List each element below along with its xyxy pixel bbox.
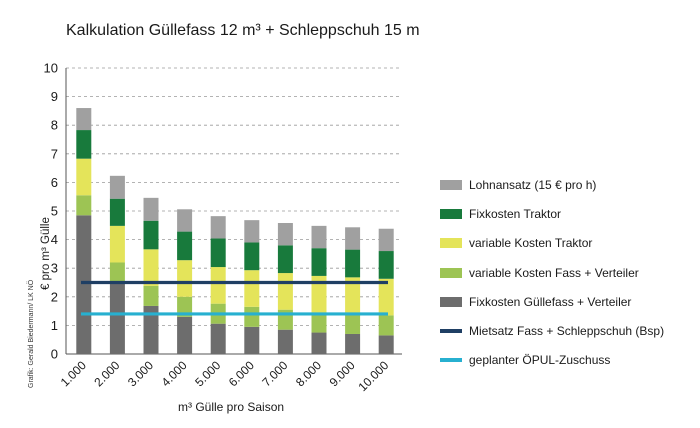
legend-item: Mietsatz Fass + Schleppschuh (Bsp)	[440, 316, 664, 345]
bar-segment	[177, 296, 193, 317]
legend-swatch	[440, 358, 462, 363]
legend-item: variable Kosten Fass + Verteiler	[440, 258, 664, 287]
bar-segment	[345, 333, 361, 354]
bar-segment	[311, 248, 327, 276]
x-tick-label: 4.000	[159, 358, 190, 389]
legend-item: variable Kosten Traktor	[440, 229, 664, 258]
bar-segment	[109, 225, 125, 263]
bar-segment	[76, 158, 92, 196]
bar-segment	[210, 238, 226, 268]
bar-segment	[210, 323, 226, 354]
bar-segment	[109, 175, 125, 199]
bar-segment	[277, 223, 293, 246]
bar-segment	[345, 249, 361, 278]
bar-segment	[244, 306, 260, 327]
y-tick-label: 5	[51, 204, 58, 219]
bar-segment	[378, 315, 394, 336]
bar-segment	[210, 267, 226, 304]
legend-label: variable Kosten Traktor	[469, 236, 593, 251]
bar-segment	[277, 329, 293, 354]
bar-segment	[244, 270, 260, 307]
bar-segment	[177, 231, 193, 261]
bar-segment	[109, 198, 125, 226]
bar-segment	[244, 220, 260, 243]
bar-segment	[76, 130, 92, 159]
y-tick-label: 0	[51, 347, 58, 362]
x-tick-label: 8.000	[293, 358, 324, 389]
chart-legend: Lohnansatz (15 € pro h) Fixkosten Traktor…	[440, 170, 664, 375]
legend-item: Fixkosten Traktor	[440, 199, 664, 228]
bar-segment	[177, 260, 193, 297]
bar-segment	[378, 335, 394, 354]
legend-item: Lohnansatz (15 € pro h)	[440, 170, 664, 199]
bar-segment	[177, 209, 193, 232]
bar-segment	[277, 273, 293, 310]
legend-label: Mietsatz Fass + Schleppschuh (Bsp)	[469, 324, 665, 339]
legend-swatch	[440, 238, 462, 249]
legend-label: Fixkosten Güllefass + Verteiler	[469, 294, 632, 309]
bar-segment	[143, 220, 159, 250]
legend-swatch	[440, 179, 462, 190]
x-tick-label: 5.000	[192, 358, 223, 389]
y-tick-label: 3	[51, 261, 58, 276]
bar-segment	[76, 215, 92, 354]
bar-segment	[109, 282, 125, 354]
y-tick-label: 4	[51, 232, 58, 247]
bar-segment	[311, 225, 327, 249]
y-tick-label: 9	[51, 89, 58, 104]
legend-label: Lohnansatz (15 € pro h)	[469, 177, 597, 192]
x-axis-label: m³ Gülle pro Saison	[178, 400, 285, 414]
legend-swatch	[440, 296, 462, 307]
bar-segment	[143, 305, 159, 354]
chart-title: Kalkulation Güllefass 12 m³ + Schleppsch…	[66, 22, 420, 39]
x-tick-label: 1.000	[58, 358, 89, 389]
y-tick-label: 1	[51, 318, 58, 333]
bar-segment	[244, 242, 260, 271]
bar-segment	[109, 262, 125, 283]
legend-swatch	[440, 208, 462, 219]
y-tick-label: 10	[44, 61, 58, 76]
legend-label: geplanter ÖPUL-Zuschuss	[469, 353, 611, 368]
bar-segment	[345, 277, 361, 314]
x-tick-label: 3.000	[125, 358, 156, 389]
bar-segment	[378, 228, 394, 252]
legend-label: variable Kosten Fass + Verteiler	[469, 265, 639, 280]
bar-segment	[177, 316, 193, 354]
bar-segment	[345, 313, 361, 334]
y-tick-label: 7	[51, 146, 58, 161]
bar-segment	[244, 326, 260, 354]
y-tick-label: 8	[51, 118, 58, 133]
bar-segment	[311, 332, 327, 354]
bar-segment	[210, 216, 226, 239]
x-tick-label: 2.000	[91, 358, 122, 389]
x-tick-label: 6.000	[226, 358, 257, 389]
legend-item: Fixkosten Güllefass + Verteiler	[440, 287, 664, 316]
bar-segment	[311, 312, 327, 333]
bar-segment	[143, 197, 159, 221]
bar-segment	[311, 275, 327, 313]
legend-item: geplanter ÖPUL-Zuschuss	[440, 346, 664, 375]
legend-label: Fixkosten Traktor	[469, 206, 562, 221]
bar-segment	[143, 285, 159, 306]
x-tick-label: 10.000	[355, 358, 391, 394]
x-tick-label: 9.000	[327, 358, 358, 389]
y-tick-label: 2	[51, 289, 58, 304]
bar-segment	[345, 227, 361, 250]
bar-segment	[76, 108, 92, 131]
bar-segment	[76, 195, 92, 216]
y-tick-label: 6	[51, 175, 58, 190]
bar-segment	[277, 245, 293, 274]
bar-segment	[378, 251, 394, 279]
bar-segment	[143, 249, 159, 286]
bar-segment	[378, 278, 394, 316]
legend-swatch	[440, 267, 462, 278]
x-tick-label: 7.000	[259, 358, 290, 389]
legend-swatch	[440, 329, 462, 334]
